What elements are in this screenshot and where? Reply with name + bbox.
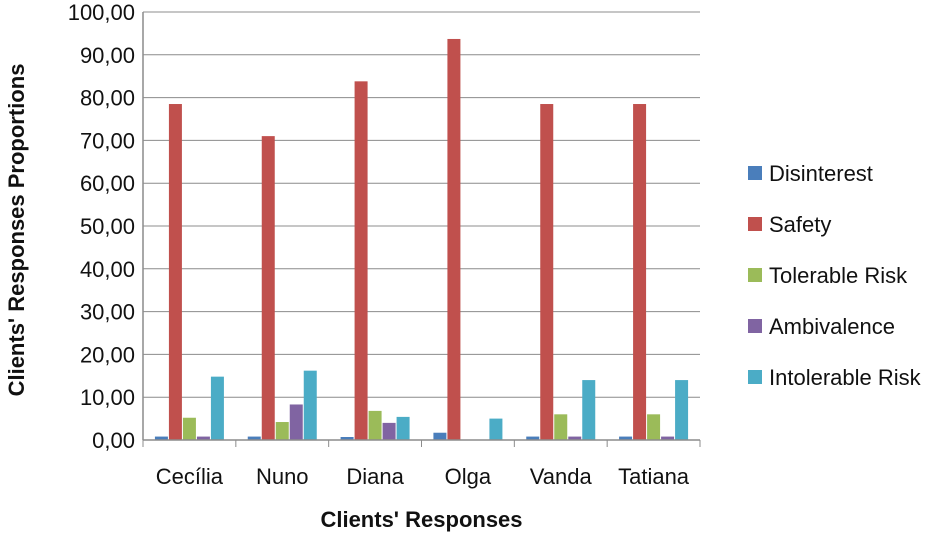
bar-intolerable-risk [396, 416, 410, 440]
legend-label: Tolerable Risk [769, 263, 908, 288]
y-tick-label: 90,00 [80, 43, 135, 68]
bar-intolerable-risk [489, 418, 503, 440]
legend-label: Safety [769, 212, 831, 237]
bar-disinterest [154, 436, 168, 440]
bar-safety [447, 38, 461, 441]
bar-intolerable-risk [582, 380, 596, 440]
legend-swatch [748, 268, 762, 282]
bar-tolerable-risk [647, 414, 661, 440]
bar-safety [540, 104, 554, 441]
x-axis-title: Clients' Responses [320, 507, 522, 532]
y-tick-label: 30,00 [80, 300, 135, 325]
bar-disinterest [433, 432, 447, 440]
y-tick-label: 70,00 [80, 128, 135, 153]
bar-ambivalence [382, 422, 396, 440]
legend-label: Ambivalence [769, 314, 895, 339]
bar-disinterest [619, 436, 633, 440]
y-tick-label: 0,00 [92, 428, 135, 453]
x-tick-label: Cecília [156, 464, 224, 489]
y-tick-label: 40,00 [80, 257, 135, 282]
bar-intolerable-risk [210, 376, 224, 440]
y-tick-label: 10,00 [80, 385, 135, 410]
legend-swatch [748, 319, 762, 333]
legend-swatch [748, 217, 762, 231]
bar-tolerable-risk [275, 422, 289, 440]
bar-ambivalence [289, 404, 303, 440]
bar-intolerable-risk [303, 370, 317, 440]
y-axis-ticks: 0,00 10,00 20,00 30,00 40,00 50,00 60,00 70,00 8… [68, 0, 135, 453]
y-axis-title: Clients' Responses Proportions [4, 64, 29, 397]
legend-label: Disinterest [769, 161, 873, 186]
x-tick-label: Tatiana [618, 464, 690, 489]
x-axis [142, 12, 701, 447]
bar-ambivalence [661, 436, 675, 440]
bar-ambivalence [568, 436, 582, 440]
bars [154, 38, 689, 441]
legend: Disinterest Safety Tolerable Risk Ambivalen… [748, 161, 922, 390]
bar-disinterest [526, 436, 540, 440]
bar-tolerable-risk [554, 414, 568, 440]
y-tick-label: 60,00 [80, 171, 135, 196]
bar-disinterest [340, 437, 354, 440]
legend-swatch [748, 370, 762, 384]
bar-safety [633, 104, 647, 441]
y-tick-label: 50,00 [80, 214, 135, 239]
bar-disinterest [247, 436, 261, 440]
bar-intolerable-risk [675, 380, 689, 440]
x-axis-ticks: Cecília Nuno Diana Olga Vanda Tatiana [156, 464, 690, 489]
legend-swatch [748, 166, 762, 180]
x-tick-label: Nuno [256, 464, 309, 489]
gridlines [143, 11, 700, 441]
bar-ambivalence [196, 436, 210, 440]
x-tick-label: Olga [445, 464, 492, 489]
y-tick-label: 20,00 [80, 342, 135, 367]
bar-safety [354, 81, 368, 440]
y-tick-label: 80,00 [80, 86, 135, 111]
bar-tolerable-risk [368, 410, 382, 440]
legend-label: Intolerable Risk [769, 365, 922, 390]
bar-tolerable-risk [182, 417, 196, 440]
x-tick-label: Vanda [530, 464, 593, 489]
bar-safety [168, 104, 182, 441]
y-tick-label: 100,00 [68, 0, 135, 25]
x-tick-label: Diana [346, 464, 404, 489]
bar-safety [261, 136, 275, 440]
